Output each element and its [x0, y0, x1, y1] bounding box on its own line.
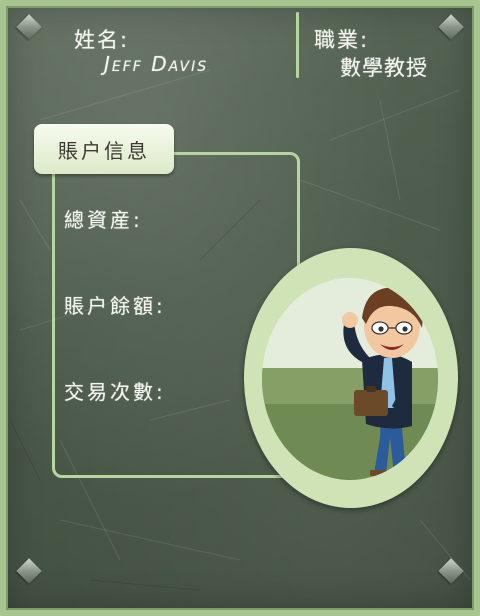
- header-divider: [296, 12, 299, 78]
- name-label: 姓名:: [74, 28, 130, 52]
- name-value: Jeff Davis: [104, 52, 209, 76]
- occupation-label: 職業:: [314, 28, 370, 52]
- avatar: [262, 278, 438, 480]
- corner-bolt-icon: [438, 558, 464, 584]
- corner-bolt-icon: [438, 14, 464, 40]
- occupation-value: 數學教授: [340, 56, 428, 80]
- corner-bolt-icon: [16, 14, 42, 40]
- total-assets-label: 總資産:: [64, 208, 143, 232]
- cartoon-professor-avatar-icon: [262, 278, 438, 480]
- account-balance-label: 賬户餘額:: [64, 294, 166, 318]
- trade-count-label: 交易次數:: [64, 380, 166, 404]
- account-info-tab[interactable]: 賬户信息: [34, 124, 174, 174]
- corner-bolt-icon: [16, 558, 42, 584]
